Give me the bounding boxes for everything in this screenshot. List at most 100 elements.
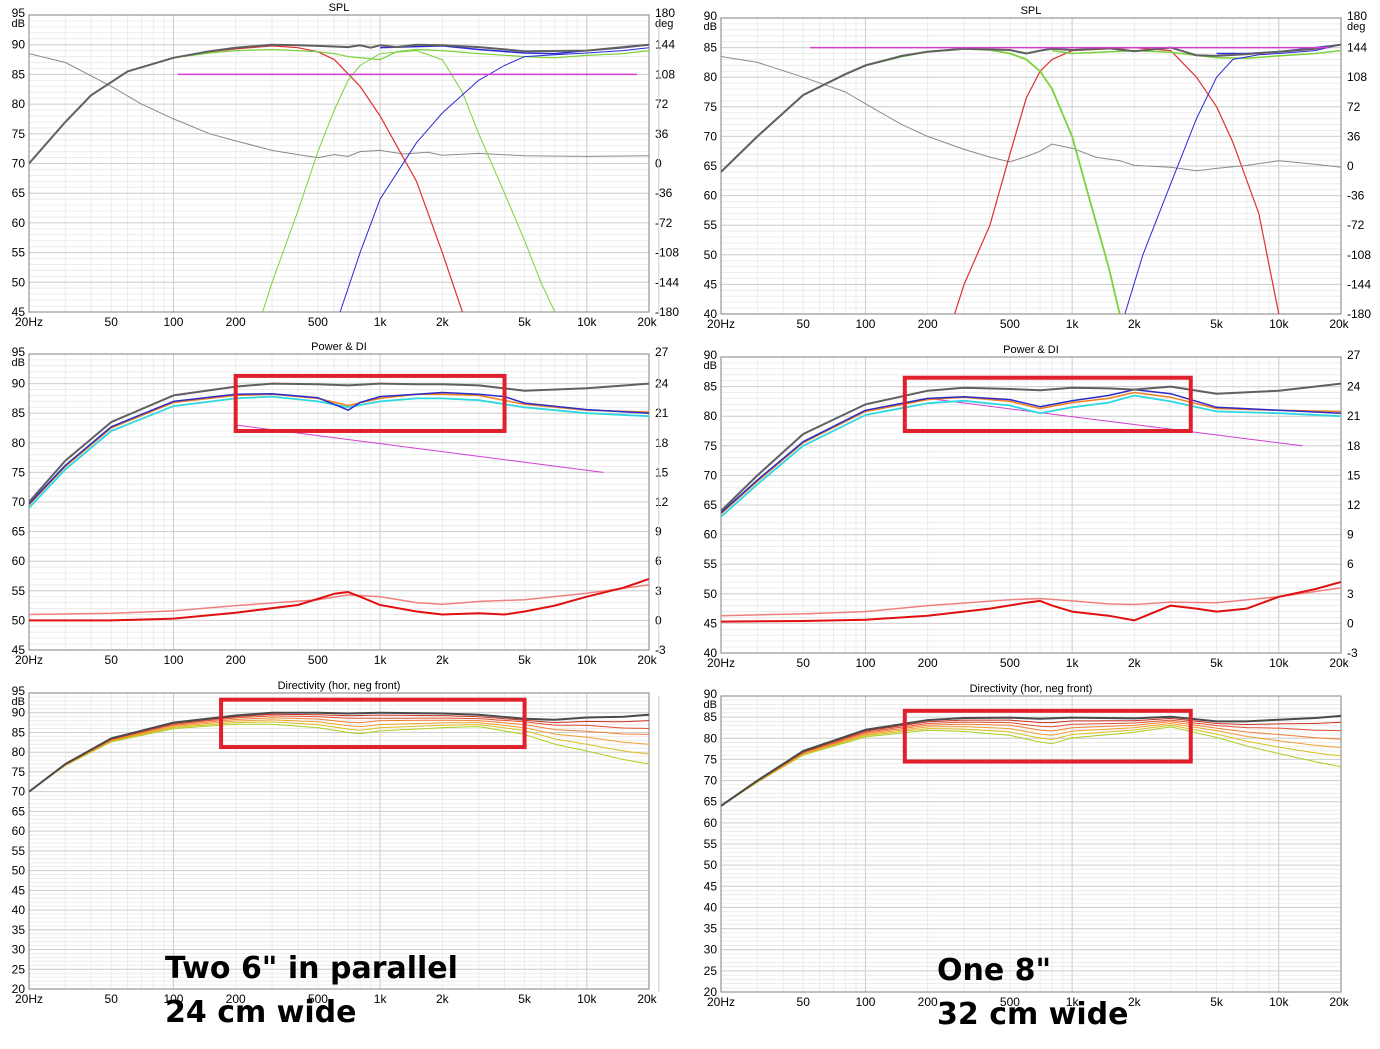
- x-tick-label: 100: [163, 653, 183, 667]
- y-tick-label: 60: [12, 216, 26, 230]
- x-tick-label: 100: [163, 992, 183, 1006]
- y-tick-label: 20: [12, 982, 26, 996]
- chart-title: Directivity (hor, neg front): [278, 680, 401, 692]
- x-tick-label: 50: [105, 653, 119, 667]
- y-tick-label: 65: [704, 159, 718, 173]
- series-line-5: [29, 391, 649, 505]
- y-tick-label: 80: [704, 409, 718, 423]
- y-tick-label: 85: [12, 406, 26, 420]
- x-tick-label: 50: [105, 315, 119, 329]
- directivity-curve-0: [29, 711, 649, 793]
- y2-tick-label: -36: [1347, 189, 1365, 203]
- y-tick-label: 80: [704, 731, 718, 745]
- series-line-6: [721, 43, 1341, 173]
- y-tick-label: 35: [704, 922, 718, 936]
- x-tick-label: 20k: [637, 992, 657, 1006]
- y-tick-label: 40: [12, 903, 26, 917]
- y-tick-label: 85: [704, 710, 718, 724]
- y-tick-label: 45: [12, 643, 26, 657]
- y2-tick-label: -144: [655, 275, 679, 289]
- y-tick-label: 85: [12, 67, 26, 81]
- y-tick-label: 45: [704, 879, 718, 893]
- x-tick-label: 200: [918, 656, 938, 670]
- directivity-curve-3: [721, 721, 1341, 807]
- y-axis-label: dB: [704, 21, 717, 33]
- x-tick-label: 500: [308, 315, 328, 329]
- y2-tick-label: 24: [655, 377, 669, 391]
- y2-tick-label: 0: [1347, 616, 1354, 630]
- x-tick-label: 1k: [1066, 317, 1080, 331]
- x-tick-label: 1k: [1066, 656, 1080, 670]
- y2-tick-label: 21: [655, 406, 669, 420]
- right-caption-line1: One 8": [937, 953, 1052, 988]
- y-tick-label: 85: [12, 725, 26, 739]
- x-tick-label: 2k: [1128, 656, 1142, 670]
- x-tick-label: 20Hz: [15, 653, 43, 667]
- y-tick-label: 40: [704, 900, 718, 914]
- y-tick-label: 50: [12, 275, 26, 289]
- y2-tick-label: 144: [1347, 41, 1367, 55]
- y-tick-label: 70: [12, 495, 26, 509]
- y-tick-label: 50: [704, 858, 718, 872]
- y2-tick-label: 72: [655, 97, 669, 111]
- y-tick-label: 75: [704, 439, 718, 453]
- series-line-3: [262, 50, 556, 312]
- y-tick-label: 35: [12, 923, 26, 937]
- y2-tick-label: -180: [1347, 307, 1371, 321]
- series-line-2: [29, 48, 649, 164]
- series-line-1: [954, 47, 1280, 314]
- x-tick-label: 5k: [518, 992, 532, 1006]
- y-axis-label: dB: [12, 357, 25, 369]
- series-line-0: [29, 53, 649, 159]
- x-tick-label: 200: [226, 653, 246, 667]
- y2-tick-label: 108: [1347, 70, 1367, 84]
- data-layer: [29, 711, 649, 793]
- y-tick-label: 70: [704, 468, 718, 482]
- y-tick-label: 75: [12, 765, 26, 779]
- directivity-curve-5: [721, 724, 1341, 807]
- x-tick-label: 50: [797, 317, 811, 331]
- directivity-curve-5: [29, 721, 649, 793]
- x-tick-label: 500: [308, 992, 328, 1006]
- series-line-6: [29, 382, 649, 503]
- y2-axis-label: deg: [1347, 21, 1365, 33]
- y2-tick-label: 24: [1347, 380, 1361, 394]
- y-tick-label: 70: [704, 129, 718, 143]
- directivity-curve-6: [29, 723, 649, 793]
- x-tick-label: 500: [1000, 317, 1020, 331]
- plot-frame: [720, 17, 1342, 315]
- directivity-curve-4: [721, 723, 1341, 807]
- series-line-2: [29, 578, 649, 622]
- y2-axis-label: deg: [655, 18, 673, 30]
- highlight-box: [219, 697, 527, 750]
- x-tick-label: 2k: [436, 653, 450, 667]
- plot-frame: [720, 356, 1342, 654]
- x-tick-label: 1k: [374, 653, 388, 667]
- y2-tick-label: 27: [655, 345, 669, 359]
- y-tick-label: 45: [12, 883, 26, 897]
- series-line-4: [29, 393, 649, 506]
- x-tick-label: 20k: [1329, 317, 1349, 331]
- y-tick-label: 70: [704, 774, 718, 788]
- x-tick-label: 2k: [1128, 995, 1142, 1009]
- directivity-curve-2: [721, 719, 1341, 807]
- y-tick-label: 45: [704, 277, 718, 291]
- y-tick-label: 60: [12, 824, 26, 838]
- y-tick-label: 55: [12, 246, 26, 260]
- y2-tick-label: 72: [1347, 100, 1361, 114]
- y-tick-label: 50: [704, 587, 718, 601]
- y2-tick-label: 0: [1347, 159, 1354, 173]
- series-line-3: [1051, 49, 1341, 60]
- y2-tick-label: -3: [655, 643, 666, 657]
- x-tick-label: 50: [797, 656, 811, 670]
- series-line-6: [29, 43, 649, 165]
- series-line-0: [927, 397, 1303, 447]
- series-line-1: [721, 587, 1341, 617]
- left-caption-line2: 24 cm wide: [165, 995, 357, 1030]
- chart-title: SPL: [329, 2, 350, 14]
- y2-tick-label: 27: [1347, 348, 1361, 362]
- y-tick-label: 40: [704, 307, 718, 321]
- grid: [29, 353, 649, 651]
- y-tick-label: 45: [704, 616, 718, 630]
